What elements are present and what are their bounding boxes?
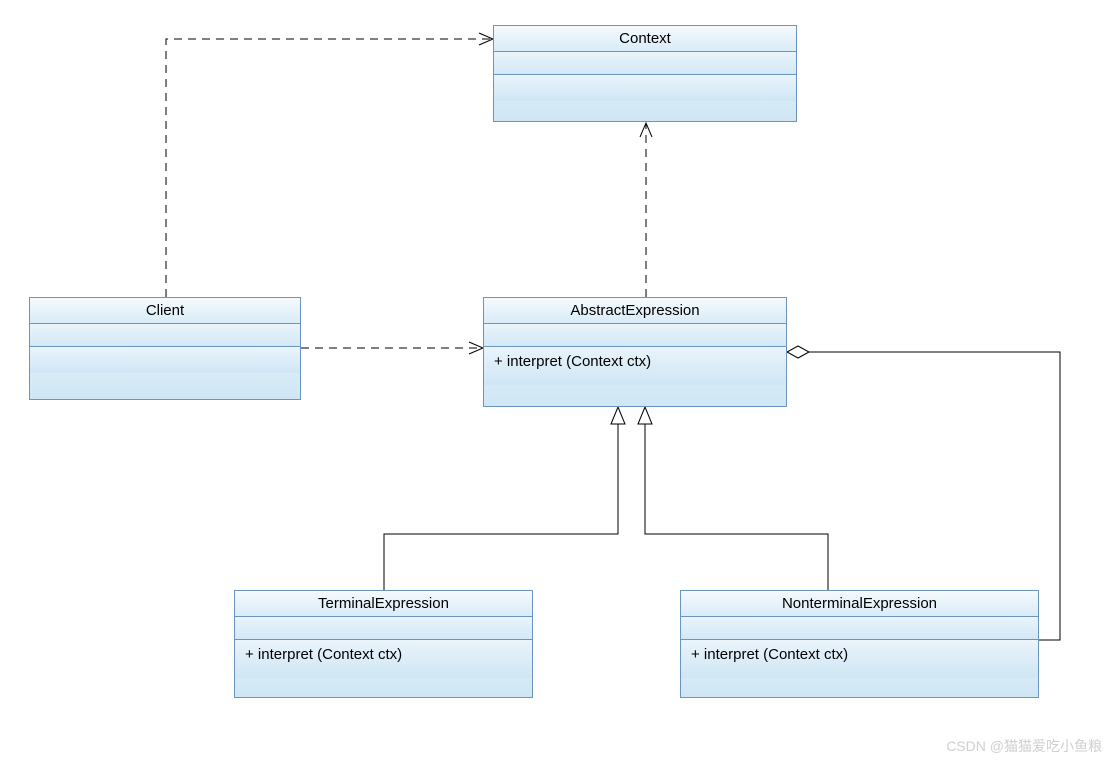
class-client: Client (29, 297, 301, 400)
class-attrs (235, 617, 532, 640)
class-attrs (681, 617, 1038, 640)
class-title: TerminalExpression (235, 591, 532, 617)
class-ops (494, 75, 796, 101)
class-terminal-expression: TerminalExpression + interpret (Context … (234, 590, 533, 698)
class-attrs (484, 324, 786, 347)
class-ops (30, 347, 300, 373)
diagram-canvas: Context Client AbstractExpression + inte… (0, 0, 1112, 762)
class-title: Context (494, 26, 796, 52)
class-title: Client (30, 298, 300, 324)
class-ops: + interpret (Context ctx) (484, 347, 786, 385)
class-ops: + interpret (Context ctx) (681, 640, 1038, 678)
class-title: AbstractExpression (484, 298, 786, 324)
class-attrs (494, 52, 796, 75)
class-nonterminal-expression: NonterminalExpression + interpret (Conte… (680, 590, 1039, 698)
operation: + interpret (Context ctx) (494, 353, 651, 370)
class-context: Context (493, 25, 797, 122)
class-title: NonterminalExpression (681, 591, 1038, 617)
edge-inheritance (645, 407, 828, 590)
edge-inheritance (384, 407, 618, 590)
operation: + interpret (Context ctx) (245, 646, 402, 663)
edge-dependency (166, 39, 493, 297)
operation: + interpret (Context ctx) (691, 646, 848, 663)
class-abstract-expression: AbstractExpression + interpret (Context … (483, 297, 787, 407)
watermark: CSDN @猫猫爱吃小鱼粮 (946, 736, 1102, 756)
class-attrs (30, 324, 300, 347)
class-ops: + interpret (Context ctx) (235, 640, 532, 678)
